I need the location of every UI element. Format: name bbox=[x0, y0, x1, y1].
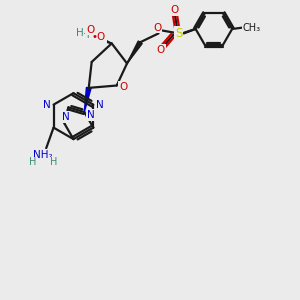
Text: N: N bbox=[43, 100, 51, 110]
Text: N: N bbox=[96, 100, 104, 110]
Polygon shape bbox=[95, 35, 112, 44]
Text: N: N bbox=[62, 112, 70, 122]
Text: O: O bbox=[86, 25, 94, 34]
Text: O: O bbox=[153, 22, 161, 32]
Text: H: H bbox=[82, 30, 90, 40]
Text: O: O bbox=[157, 45, 165, 55]
Text: H: H bbox=[76, 28, 84, 38]
Text: NH₂: NH₂ bbox=[33, 150, 53, 160]
Polygon shape bbox=[90, 34, 112, 43]
Text: H: H bbox=[29, 158, 37, 167]
Text: O: O bbox=[170, 5, 178, 15]
Polygon shape bbox=[127, 41, 142, 63]
Text: H: H bbox=[50, 158, 57, 167]
Text: O: O bbox=[119, 82, 127, 92]
Text: N: N bbox=[87, 110, 95, 120]
Text: •O: •O bbox=[92, 32, 106, 42]
Polygon shape bbox=[84, 87, 91, 112]
Text: CH₃: CH₃ bbox=[242, 22, 261, 32]
Text: S: S bbox=[175, 27, 182, 40]
